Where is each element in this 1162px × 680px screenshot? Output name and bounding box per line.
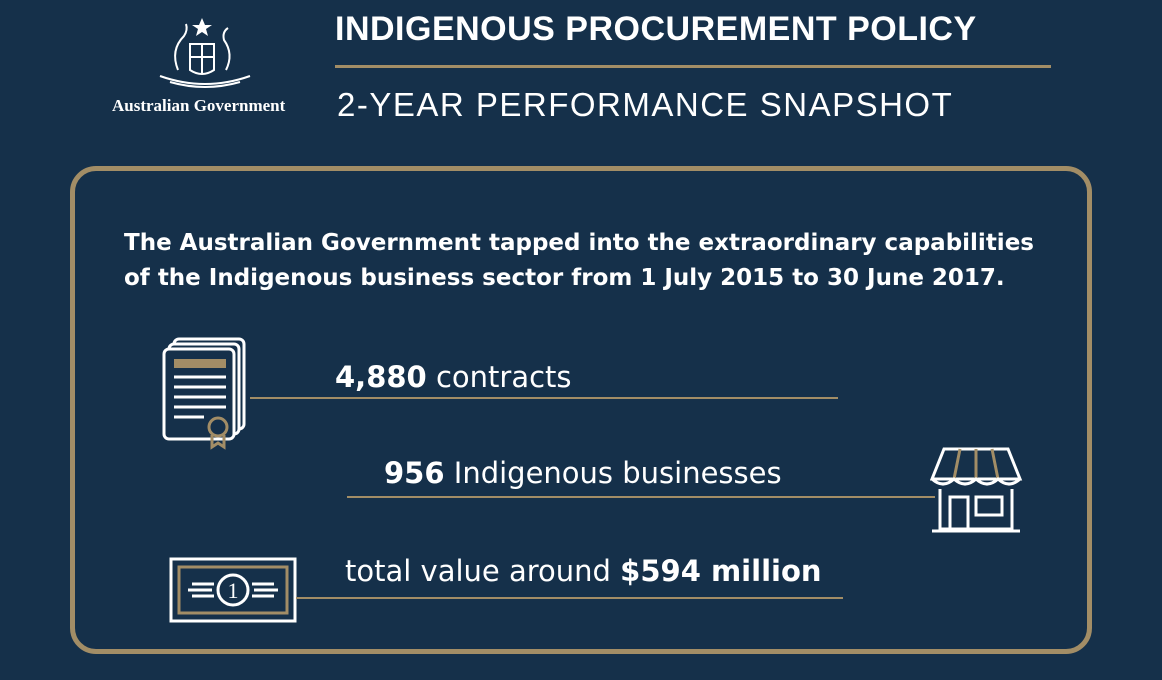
banknote-label: 1 [228, 578, 239, 603]
stat-value: 4,880 [335, 360, 427, 394]
stat-line [296, 597, 843, 599]
contract-icon [162, 337, 246, 450]
coat-of-arms [159, 18, 251, 88]
intro-line: The Australian Government tapped into th… [124, 230, 1034, 256]
stat-label: contracts [435, 360, 572, 394]
intro: The Australian Government tapped into th… [124, 226, 1034, 296]
banknote-icon: 1 [169, 557, 297, 623]
stat-value: 956 [384, 456, 445, 490]
stat: 4,880 contracts [335, 360, 572, 394]
title-rule [335, 65, 1051, 68]
intro-line: of the Indigenous business sector from 1… [124, 265, 1005, 291]
stat: 956 Indigenous businesses [384, 456, 782, 490]
stat-prefix: total value around [345, 554, 611, 588]
stat-line [250, 397, 838, 399]
subtitle: 2-YEAR PERFORMANCE SNAPSHOT [337, 86, 954, 123]
stat-line [347, 496, 935, 498]
content-box [70, 166, 1092, 654]
stat: total value around $594 million [345, 554, 822, 588]
stat-value: $594 million [620, 554, 822, 588]
logo-text: Australian Government [112, 96, 286, 115]
shop-icon [930, 447, 1023, 533]
title: INDIGENOUS PROCUREMENT POLICY [335, 10, 977, 48]
stat-label: Indigenous businesses [453, 456, 782, 490]
